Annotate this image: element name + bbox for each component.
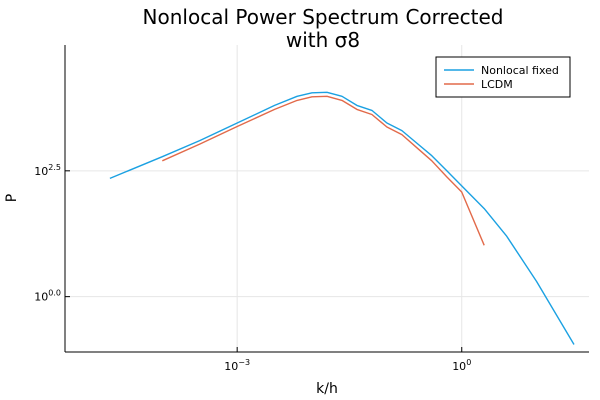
x-axis-label: k/h	[316, 381, 338, 397]
y-tick-label: 102.5	[34, 163, 61, 178]
chart-title-line1: Nonlocal Power Spectrum Corrected	[143, 5, 504, 29]
x-tick-label: 10−3	[224, 358, 250, 373]
chart-title-line2: with σ8	[286, 28, 360, 52]
series-line-lcdm	[162, 95, 485, 246]
legend-box	[435, 56, 571, 98]
x-tick-label: 100	[452, 358, 471, 373]
legend-label-nonlocal: Nonlocal fixed	[481, 64, 559, 77]
y-axis-label: P	[4, 194, 20, 202]
legend: Nonlocal fixed LCDM	[435, 56, 571, 98]
y-tick-label: 100.0	[34, 289, 61, 304]
y-tick-group: 102.5 100.0	[34, 163, 70, 304]
legend-label-lcdm: LCDM	[481, 78, 513, 91]
series-line-nonlocal-fixed	[109, 91, 575, 345]
x-tick-group: 10−3 100	[224, 347, 471, 373]
series-group	[109, 91, 575, 345]
